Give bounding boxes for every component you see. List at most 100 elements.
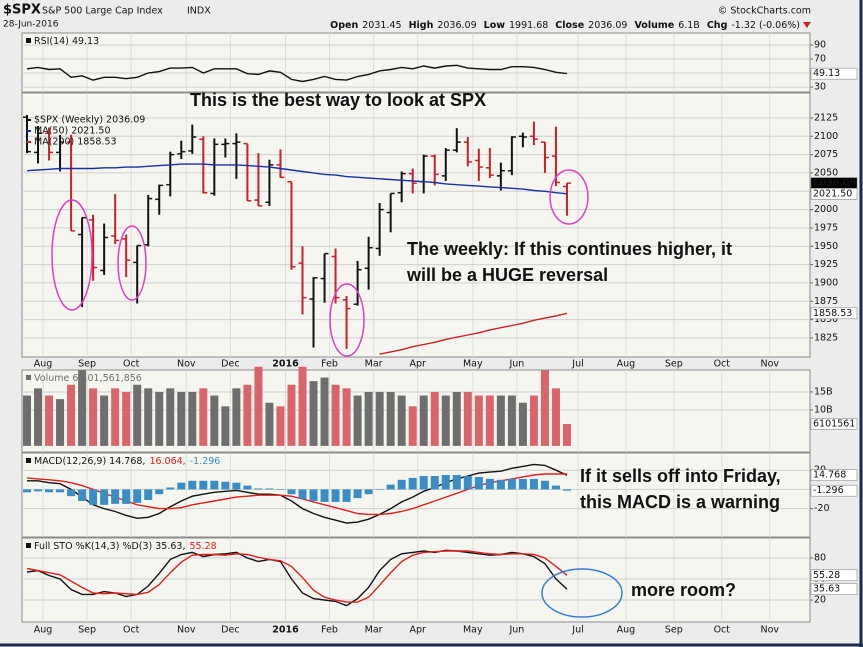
annotation: more room? — [631, 580, 736, 600]
bar — [221, 406, 230, 446]
x-tick-label: Apr — [410, 359, 427, 370]
x-tick-label: Mar — [365, 625, 383, 636]
quote-label: Open — [330, 20, 358, 31]
y-tick-label: 2075 — [814, 149, 838, 160]
value-tag-box — [810, 484, 858, 497]
bar — [320, 377, 329, 446]
x-tick-label: Jun — [508, 625, 524, 636]
value-tag-box — [810, 307, 858, 320]
legend-swatch — [26, 458, 31, 463]
bar — [89, 489, 98, 505]
bar — [419, 475, 428, 490]
change-arrow — [803, 22, 811, 28]
bar — [386, 391, 395, 446]
bar — [199, 388, 208, 446]
y-tick-label: -20 — [814, 503, 830, 514]
bar — [177, 391, 186, 446]
bar — [254, 488, 263, 490]
quote-value: -1.32 (-0.06%) — [731, 20, 800, 31]
bar — [562, 489, 571, 491]
legend-entry: RSI(14) 49.13 — [34, 36, 99, 47]
x-tick-label: Jul — [571, 359, 583, 370]
highlight-circle — [117, 225, 147, 301]
bar — [276, 406, 285, 446]
highlight-circle — [51, 199, 93, 311]
bar — [243, 485, 252, 490]
bar — [364, 391, 373, 446]
x-tick-label: Nov — [760, 359, 779, 370]
bar — [122, 489, 131, 504]
bar — [188, 480, 197, 490]
legend-entry: MA(200) 1858.53 — [34, 137, 117, 148]
bar — [397, 479, 406, 490]
highlight-circle — [549, 169, 589, 225]
bar — [353, 489, 362, 499]
bar — [408, 406, 417, 446]
bar — [45, 395, 54, 446]
quote-value: 2036.09 — [588, 20, 627, 31]
quote-label: Chg — [707, 20, 728, 31]
x-tick-label: Apr — [410, 625, 427, 636]
bar — [441, 475, 450, 490]
bar — [540, 370, 549, 446]
x-tick-label: Jun — [508, 359, 524, 370]
bar — [529, 478, 538, 490]
x-tick-label: Oct — [714, 359, 731, 370]
bar — [331, 384, 340, 446]
bar — [166, 487, 175, 490]
bar — [221, 481, 230, 490]
bar — [496, 479, 505, 490]
value-tag-box — [810, 583, 858, 595]
quote-label: Close — [555, 20, 584, 31]
legend: Volume 6,101,561,856 — [34, 373, 142, 384]
x-tick-label: Sep — [78, 625, 96, 636]
bar — [276, 489, 285, 490]
y-tick-label: 2125 — [814, 112, 838, 123]
bar — [67, 489, 76, 497]
bar — [485, 478, 494, 490]
bar — [430, 391, 439, 446]
value-tag: 35.63 — [813, 584, 840, 595]
value-tag-box — [810, 418, 858, 430]
bar — [342, 489, 351, 502]
bar — [298, 489, 307, 500]
y-tick-label: 2000 — [814, 204, 838, 215]
x-tick-label: Sep — [665, 625, 683, 636]
bar — [309, 381, 318, 446]
x-tick-label: Dec — [221, 359, 239, 370]
bar — [309, 489, 318, 501]
bar — [188, 391, 197, 446]
legend-swatch — [26, 375, 31, 380]
value-tag: 14.768 — [813, 470, 846, 481]
x-tick-label: Aug — [34, 359, 53, 370]
bar — [331, 489, 340, 502]
annotation: This is the best way to look at SPX — [190, 90, 486, 110]
quote-label: Low — [484, 20, 506, 31]
quote-value: 2031.45 — [362, 20, 401, 31]
legend-entry: Full STO %K(14,3) %D(3) 35.63, — [34, 541, 185, 552]
bar — [540, 480, 549, 490]
bar — [133, 489, 142, 503]
value-tag: 6101561 — [813, 418, 855, 429]
value-tag: 2036.09 — [813, 178, 856, 189]
bar — [166, 388, 175, 446]
line — [26, 64, 568, 83]
bar — [122, 391, 131, 446]
legend-entry: -1.296 — [190, 456, 221, 467]
quote-label: Volume — [634, 20, 674, 31]
bar — [34, 489, 43, 492]
annotation: If it sells off into Friday, — [580, 466, 781, 486]
bar — [364, 489, 373, 495]
x-tick-label: Feb — [321, 359, 338, 370]
value-tag: 2021.50 — [813, 188, 852, 199]
bar — [23, 395, 31, 446]
bar — [155, 489, 164, 495]
bar — [551, 388, 560, 446]
x-tick-label: May — [463, 359, 483, 370]
y-tick-label: 2100 — [814, 131, 838, 142]
y-tick-label: 1950 — [814, 241, 838, 252]
bar — [177, 482, 186, 490]
bar — [23, 489, 31, 493]
bar — [441, 395, 450, 446]
